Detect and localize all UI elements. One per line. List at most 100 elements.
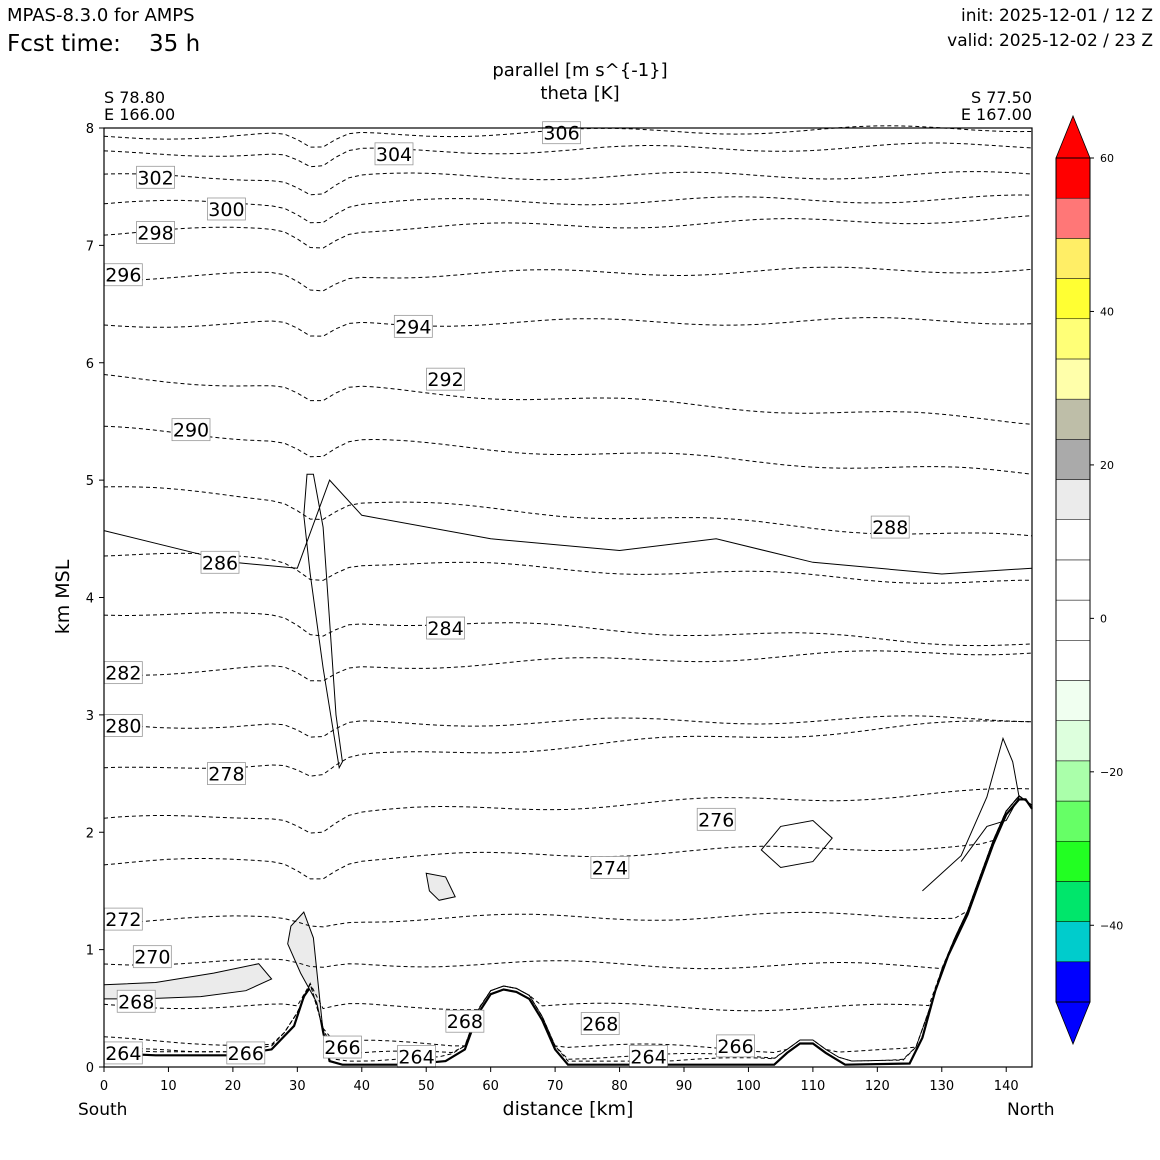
theta-contour-line <box>103 788 1033 834</box>
theta-label: 280 <box>105 715 141 737</box>
theta-label: 264 <box>630 1046 666 1068</box>
wind-shaded-region <box>287 911 324 1032</box>
x-end-label-south: South <box>78 1100 128 1120</box>
colorbar-segment <box>1055 640 1091 681</box>
theta-label-box <box>870 515 910 539</box>
x-end-label-north: North <box>1007 1100 1055 1120</box>
plot-frame <box>103 127 1033 1068</box>
x-tick-label: 100 <box>736 1079 761 1094</box>
y-tick-label: 8 <box>86 122 94 137</box>
init-time: init: 2025-12-01 / 12 Z <box>960 6 1153 26</box>
colorbar-segment <box>1055 961 1091 1003</box>
theta-label: 282 <box>105 663 141 685</box>
theta-label: 286 <box>202 552 238 574</box>
theta-label-box <box>716 1034 755 1058</box>
fcst-value: 35 h <box>149 31 201 57</box>
theta-contour-line <box>103 425 1033 475</box>
y-tick-label: 2 <box>86 826 94 841</box>
theta-label: 274 <box>592 857 628 879</box>
wind-contours <box>103 473 1033 892</box>
y-tick-label: 7 <box>86 239 94 254</box>
colorbar-segment <box>1055 318 1091 360</box>
theta-contour-line <box>103 142 1033 168</box>
wind-shaded-region <box>425 872 456 901</box>
theta-label-box <box>696 807 736 831</box>
x-tick-label: 70 <box>547 1079 564 1094</box>
theta-label-box <box>542 121 581 145</box>
theta-label: 302 <box>137 167 173 189</box>
x-ticks: 0 10 20 30 40 50 60 70 80 90 100 110 120 130 140 <box>100 1067 1019 1094</box>
y-tick-label: 0 <box>86 1061 94 1076</box>
colorbar-segment <box>1055 599 1091 641</box>
theta-contour-line <box>103 171 1033 196</box>
theta-label-box <box>132 945 172 969</box>
theta-label: 272 <box>105 909 141 931</box>
theta-label: 264 <box>105 1043 141 1065</box>
theta-contour-line <box>103 552 1033 584</box>
colorbar-tick-label: 40 <box>1100 305 1114 318</box>
colorbar-segment <box>1055 278 1091 320</box>
theta-label-box <box>136 221 175 244</box>
y-tick-label: 1 <box>86 944 94 959</box>
theta-contour-line <box>103 215 1033 249</box>
theta-label-box <box>426 367 465 391</box>
y-tick-label: 5 <box>86 474 94 489</box>
theta-contour-line <box>103 795 1033 880</box>
x-tick-label: 10 <box>160 1079 177 1094</box>
x-tick-label: 130 <box>929 1079 954 1094</box>
x-tick-label: 50 <box>418 1079 435 1094</box>
theta-label-box <box>590 856 630 879</box>
colorbar-tick-label: 60 <box>1100 152 1114 165</box>
colorbar-extend-high <box>1055 114 1091 159</box>
theta-contour-line <box>103 795 1033 970</box>
wind-contour-blob <box>760 819 833 869</box>
theta-label: 306 <box>543 123 579 145</box>
wind-zero-contour <box>103 479 1033 575</box>
theta-label: 270 <box>134 947 170 969</box>
x-tick-label: 20 <box>225 1079 242 1094</box>
theta-label: 266 <box>324 1037 360 1059</box>
theta-label-box <box>393 314 433 338</box>
x-tick-label: 110 <box>800 1079 825 1094</box>
theta-contour-line <box>103 795 1033 1062</box>
theta-contours <box>103 125 1033 1062</box>
x-tick-label: 120 <box>865 1079 890 1094</box>
theta-label-box <box>136 165 175 189</box>
wind-contour-pillar <box>303 473 343 770</box>
theta-contour-line <box>103 317 1033 337</box>
colorbar: 60 40 20 0 −20 −40 <box>1055 114 1123 1046</box>
colorbar-segment <box>1055 238 1091 279</box>
terrain-layer <box>103 798 1033 1066</box>
theta-label-box <box>226 1041 266 1065</box>
y-tick-label: 4 <box>86 592 94 607</box>
x-tick-label: 90 <box>676 1079 693 1094</box>
colorbar-segment <box>1055 519 1091 561</box>
theta-contour-line <box>103 720 1033 777</box>
chart-title-line2: theta [K] <box>540 83 620 104</box>
theta-contour-line <box>103 194 1033 224</box>
x-tick-label: 0 <box>100 1079 108 1094</box>
theta-label-box <box>116 989 156 1013</box>
colorbar-segment <box>1055 358 1091 400</box>
theta-label: 294 <box>395 316 431 338</box>
colorbar-tick-label: 20 <box>1100 459 1114 472</box>
theta-contour-line <box>103 612 1033 647</box>
colorbar-tick-label: −40 <box>1100 919 1123 932</box>
theta-label: 290 <box>173 420 209 442</box>
colorbar-tick-label: 0 <box>1100 612 1107 625</box>
theta-contour-line <box>103 650 1033 682</box>
chart-title-line1: parallel [m s^{-1}] <box>492 60 668 81</box>
theta-label: 278 <box>208 764 244 786</box>
colorbar-tick-label: −20 <box>1100 766 1123 779</box>
colorbar-segment <box>1055 439 1091 480</box>
colorbar-extend-low <box>1055 1001 1091 1046</box>
model-title: MPAS-8.3.0 for AMPS <box>7 5 195 26</box>
colorbar-frame <box>1055 157 1091 1003</box>
theta-label: 276 <box>698 809 734 831</box>
colorbar-segment <box>1055 559 1091 601</box>
x-tick-label: 30 <box>289 1079 306 1094</box>
y-ticks: 0 1 2 3 4 5 6 7 8 <box>86 122 104 1076</box>
colorbar-segment <box>1055 720 1091 762</box>
colorbar-segment <box>1055 840 1091 882</box>
